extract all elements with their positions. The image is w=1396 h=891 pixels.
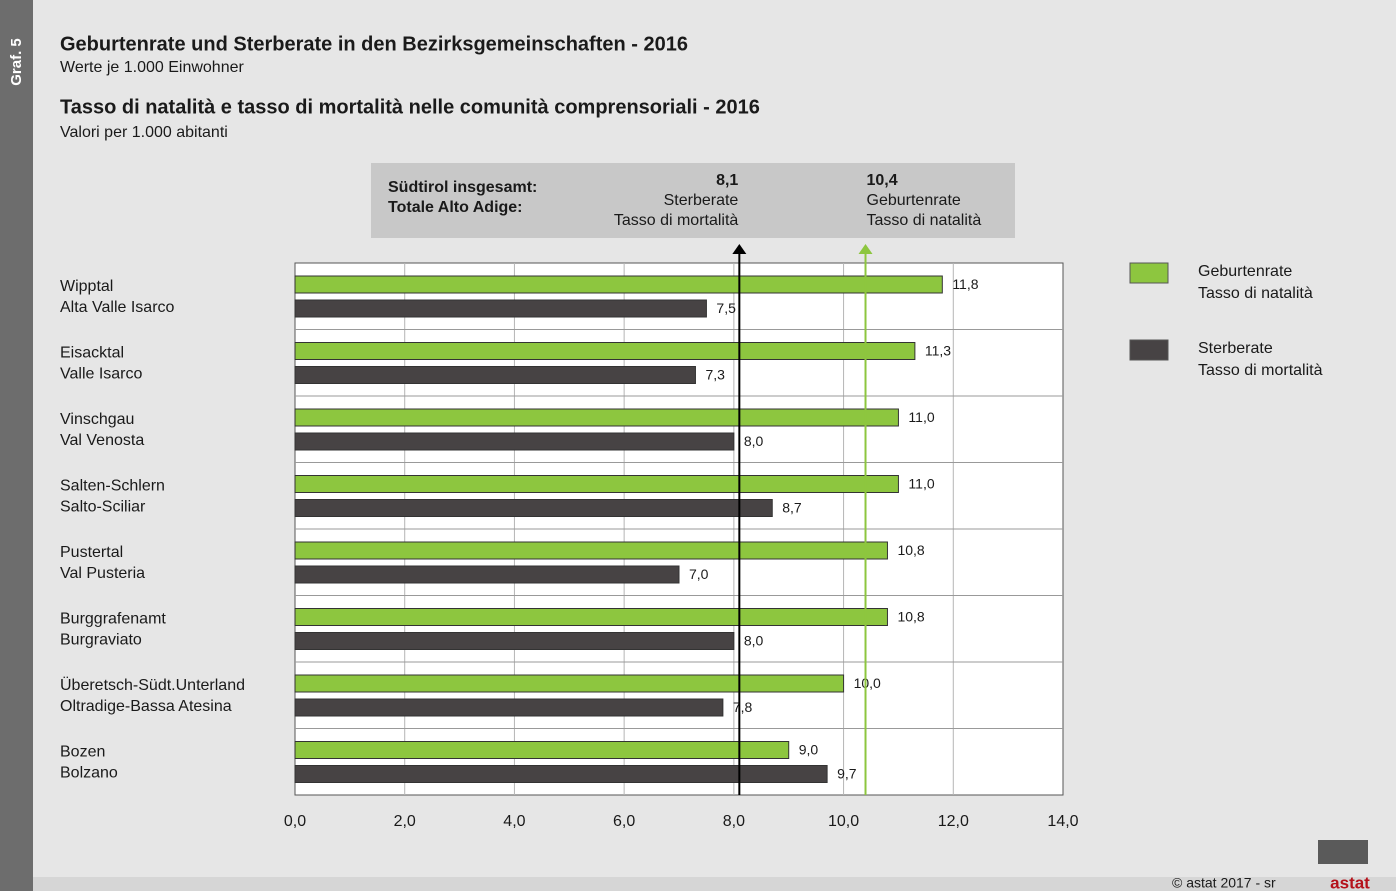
bar <box>294 342 916 360</box>
value-label: 7,3 <box>705 367 725 383</box>
value-label: 8,0 <box>744 633 764 649</box>
value-label: 7,8 <box>733 699 753 715</box>
reference-title: Totale Alto Adige: <box>388 199 523 216</box>
value-label: 9,0 <box>799 742 819 758</box>
value-label: 10,0 <box>854 675 881 691</box>
legend-label: Geburtenrate <box>1198 263 1292 280</box>
value-label: 11,0 <box>908 409 934 425</box>
category-label: Oltradige-Bassa Atesina <box>60 698 232 715</box>
value-label: 11,8 <box>952 276 978 292</box>
category-label: Pustertal <box>60 544 123 561</box>
x-tick-label: 12,0 <box>938 813 969 830</box>
chart-title: Geburtenrate und Sterberate in den Bezir… <box>60 33 688 55</box>
value-label: 11,3 <box>925 343 951 359</box>
value-label: 8,0 <box>744 433 764 449</box>
reference-text: Sterberate <box>664 192 739 209</box>
value-label: 7,0 <box>689 566 709 582</box>
category-label: Bolzano <box>60 765 118 782</box>
x-tick-label: 6,0 <box>613 813 635 830</box>
value-label: 8,7 <box>782 500 802 516</box>
reference-title: Südtirol insgesamt: <box>388 179 537 196</box>
category-label: Valle Isarco <box>60 366 143 383</box>
bar <box>294 765 828 783</box>
chart-title-2: Tasso di natalità e tasso di mortalità n… <box>60 96 760 118</box>
category-label: Überetsch-Südt.Unterland <box>60 676 245 694</box>
bar <box>294 674 845 693</box>
bar <box>294 408 899 427</box>
legend-label: Tasso di mortalità <box>1198 362 1323 379</box>
bar <box>294 299 707 318</box>
value-label: 7,5 <box>716 300 736 316</box>
logo: astat <box>1330 873 1370 891</box>
footer: © astat 2017 - sr <box>1172 875 1276 891</box>
category-label: Val Venosta <box>60 432 144 449</box>
x-tick-label: 4,0 <box>503 813 525 830</box>
category-label: Burggrafenamt <box>60 611 166 628</box>
value-label: 10,8 <box>897 542 924 558</box>
value-label: 9,7 <box>837 766 857 782</box>
reference-label: 10,4 <box>867 172 898 189</box>
legend-label: Tasso di natalità <box>1198 285 1313 302</box>
legend-swatch <box>1129 339 1169 361</box>
bar <box>294 541 888 560</box>
category-label: Alta Valle Isarco <box>60 299 175 316</box>
bar <box>294 275 943 294</box>
bar <box>294 475 899 493</box>
legend-swatch <box>1129 262 1169 284</box>
bar <box>294 432 735 451</box>
side-label: Graf. 5 <box>8 38 25 86</box>
legend-label: Sterberate <box>1198 340 1273 357</box>
logo-shape <box>1318 840 1368 864</box>
x-tick-label: 8,0 <box>723 813 745 830</box>
bar <box>294 565 680 584</box>
bar <box>294 698 724 717</box>
subtitle: Werte je 1.000 Einwohner <box>60 59 244 76</box>
subtitle-2: Valori per 1.000 abitanti <box>60 124 228 141</box>
category-label: Eisacktal <box>60 345 124 362</box>
category-label: Salto-Sciliar <box>60 499 146 516</box>
footer-strip <box>33 877 1396 891</box>
reference-box <box>371 163 1015 238</box>
x-tick-label: 2,0 <box>394 813 416 830</box>
category-label: Val Pusteria <box>60 565 145 582</box>
reference-label: 8,1 <box>716 172 738 189</box>
bar <box>294 632 735 650</box>
value-label: 11,0 <box>908 476 934 492</box>
category-label: Vinschgau <box>60 411 134 428</box>
x-tick-label: 0,0 <box>284 813 306 830</box>
reference-text: Tasso di natalità <box>867 212 982 229</box>
category-label: Burgraviato <box>60 632 142 649</box>
category-label: Wipptal <box>60 278 113 295</box>
reference-text: Tasso di mortalità <box>614 212 739 229</box>
reference-text: Geburtenrate <box>867 192 961 209</box>
reference-arrow <box>858 244 873 254</box>
bar <box>294 366 696 384</box>
bar <box>294 608 888 626</box>
x-tick-label: 10,0 <box>828 813 859 830</box>
category-label: Salten-Schlern <box>60 478 165 495</box>
side-strip <box>0 0 33 891</box>
x-tick-label: 14,0 <box>1047 813 1078 830</box>
bar <box>294 499 773 517</box>
value-label: 10,8 <box>897 609 924 625</box>
reference-arrow <box>732 244 747 254</box>
category-label: Bozen <box>60 744 105 761</box>
bar <box>294 741 790 759</box>
